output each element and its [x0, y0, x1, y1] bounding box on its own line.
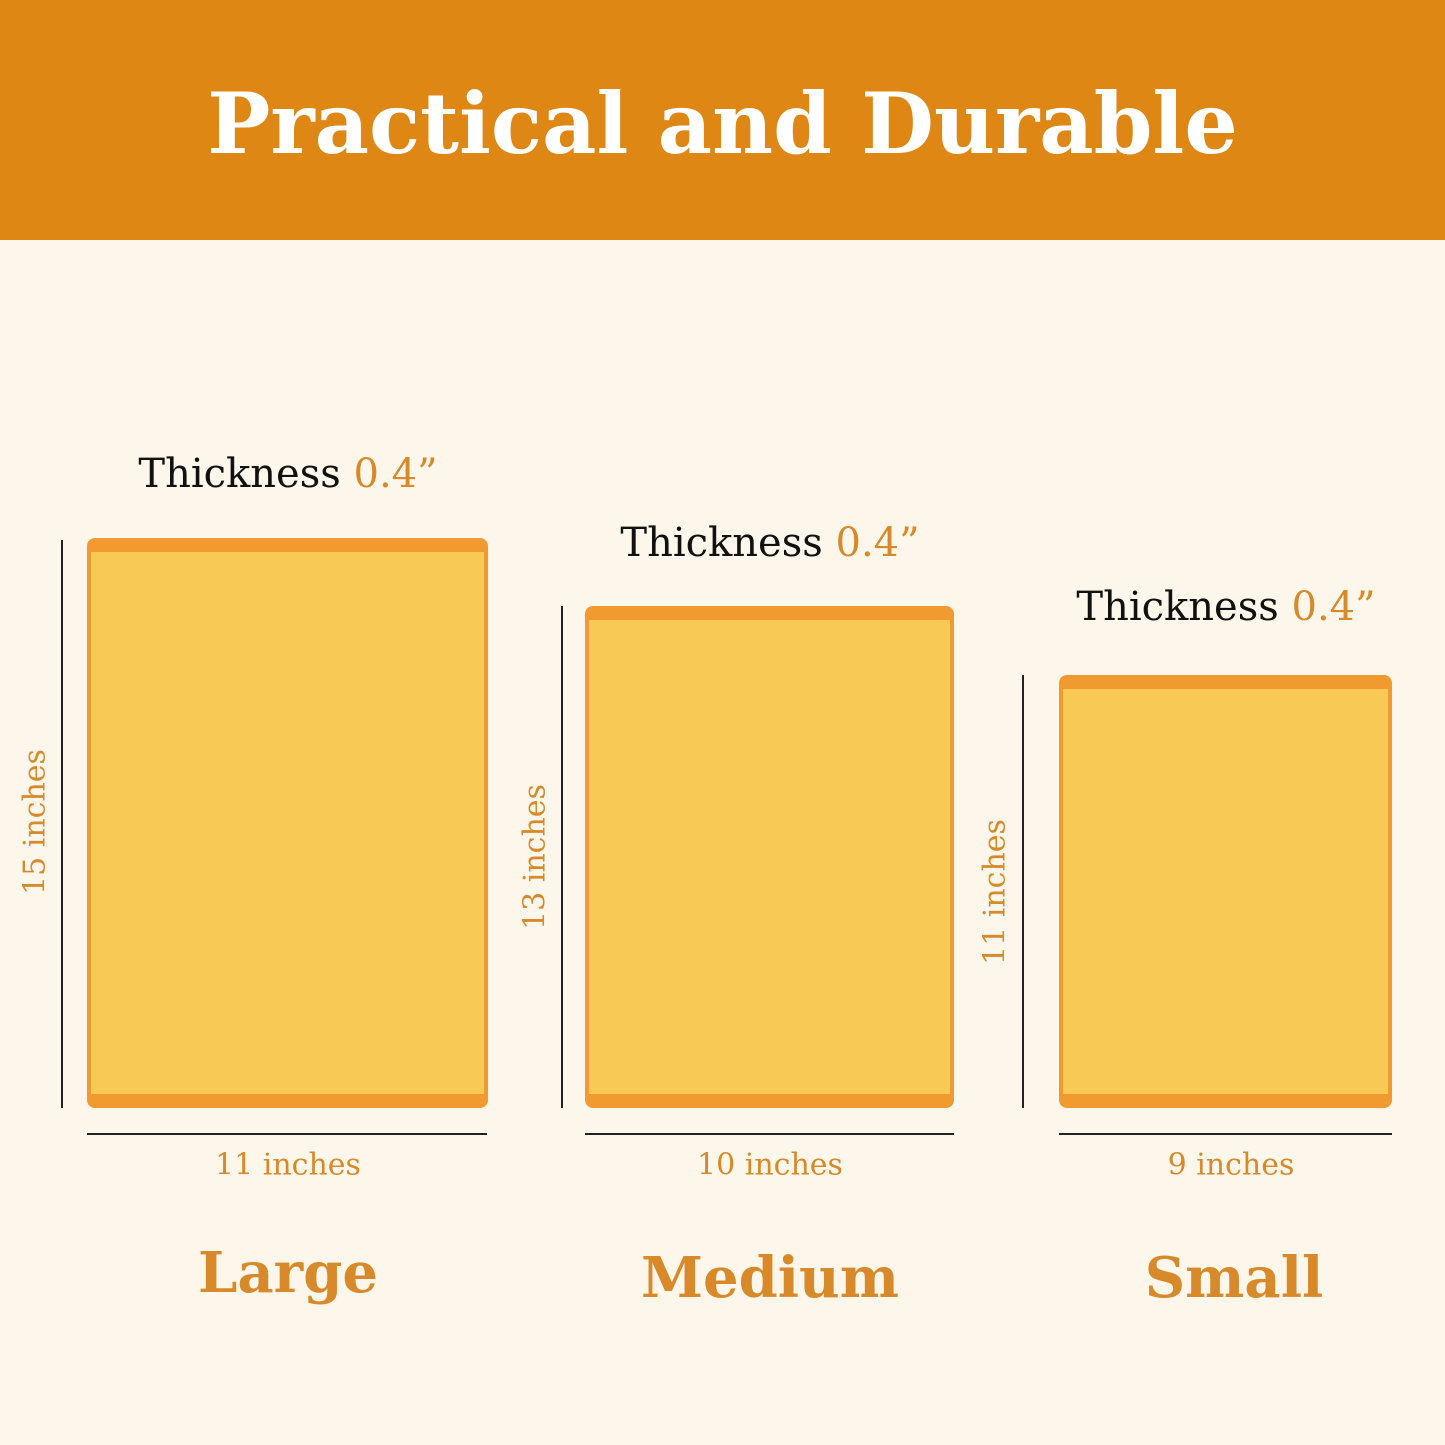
size-label-medium: Medium	[640, 1245, 900, 1311]
header-banner: Practical and Durable	[0, 0, 1445, 240]
height-label-small: 11 inches	[977, 819, 1013, 965]
height-dimension-line	[1022, 675, 1024, 1108]
thickness-label-medium: Thickness 0.4”	[620, 520, 919, 566]
thickness-text: Thickness	[138, 451, 341, 497]
height-dimension-line	[61, 540, 63, 1108]
board-medium	[585, 606, 954, 1108]
width-label-large: 11 inches	[215, 1147, 361, 1183]
thickness-text: Thickness	[620, 520, 823, 566]
width-label-medium: 10 inches	[697, 1147, 843, 1183]
thickness-label-small: Thickness 0.4”	[1076, 584, 1375, 630]
height-label-medium: 13 inches	[517, 784, 553, 930]
thickness-value: 0.4”	[353, 451, 438, 497]
board-small	[1059, 675, 1392, 1108]
thickness-text: Thickness	[1076, 584, 1279, 630]
thickness-value: 0.4”	[835, 520, 920, 566]
width-dimension-line	[1059, 1133, 1392, 1135]
height-label-large: 15 inches	[17, 749, 53, 895]
size-label-large: Large	[198, 1240, 378, 1306]
thickness-value: 0.4”	[1291, 584, 1376, 630]
height-dimension-line	[561, 606, 563, 1108]
width-dimension-line	[585, 1133, 954, 1135]
board-large	[87, 538, 488, 1108]
size-label-small: Small	[1144, 1245, 1324, 1311]
width-dimension-line	[87, 1133, 487, 1135]
thickness-label-large: Thickness 0.4”	[138, 451, 437, 497]
page-title: Practical and Durable	[207, 73, 1238, 173]
width-label-small: 9 inches	[1167, 1147, 1295, 1183]
